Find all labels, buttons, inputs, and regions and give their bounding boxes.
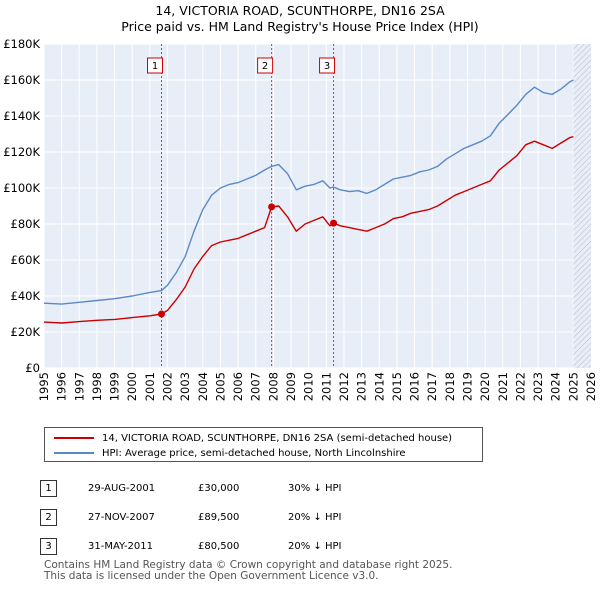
copyright-line: Contains HM Land Registry data © Crown c… — [44, 559, 453, 571]
x-tick-label: 2022 — [513, 372, 527, 401]
x-tick-label: 2026 — [584, 372, 598, 401]
x-tick-label: 2000 — [125, 372, 139, 401]
sale-point-2 — [268, 203, 276, 211]
x-tick-label: 2011 — [319, 372, 333, 401]
sale-point-1 — [158, 310, 166, 318]
legend-label-hpi: HPI: Average price, semi-detached house,… — [102, 447, 406, 459]
table-row: 2 27-NOV-2007 £89,500 20% ↓ HPI — [40, 503, 341, 532]
x-tick-label: 2015 — [390, 372, 404, 401]
legend-swatch-property — [54, 437, 94, 439]
x-tick-label: 2006 — [231, 372, 245, 401]
transaction-number: 1 — [40, 480, 57, 497]
licence-line: This data is licensed under the Open Gov… — [44, 570, 379, 582]
x-tick-label: 2024 — [549, 372, 563, 401]
legend-item-hpi: HPI: Average price, semi-detached house,… — [54, 446, 406, 460]
x-tick-label: 2004 — [196, 372, 210, 401]
x-tick-label: 2014 — [372, 372, 386, 401]
table-row: 1 29-AUG-2001 £30,000 30% ↓ HPI — [40, 474, 341, 503]
y-tick-label: £20K — [11, 325, 41, 339]
transaction-hpi: 20% ↓ HPI — [288, 541, 342, 552]
y-tick-label: £100K — [3, 181, 40, 195]
transaction-date: 31-MAY-2011 — [88, 541, 154, 552]
grid — [43, 43, 592, 369]
y-tick-label: £40K — [11, 289, 41, 303]
x-tick-label: 2002 — [161, 372, 175, 401]
sale-label-box-2 — [257, 57, 274, 74]
transaction-date: 27-NOV-2007 — [88, 512, 155, 523]
x-tick-label: 2007 — [249, 372, 263, 401]
x-tick-label: 2008 — [266, 372, 280, 401]
x-tick-label: 1995 — [37, 372, 51, 401]
x-tick-label: 2012 — [337, 372, 351, 401]
x-tick-label: 2019 — [460, 372, 474, 401]
y-tick-label: £180K — [3, 37, 40, 51]
y-tick-label: £0 — [25, 361, 40, 375]
x-tick-label: 2013 — [355, 372, 369, 401]
sale-label-box-3 — [319, 57, 336, 74]
y-axis: £0 £20K £40K £60K £80K £100K £120K £140K £160K £1… — [3, 37, 40, 375]
sale-label-box-1 — [147, 57, 164, 74]
transaction-hpi: 30% ↓ HPI — [288, 483, 342, 494]
sale-points — [158, 203, 338, 318]
legend: 14, VICTORIA ROAD, SCUNTHORPE, DN16 2SA … — [44, 427, 483, 462]
transaction-hpi: 20% ↓ HPI — [288, 512, 342, 523]
transaction-date: 29-AUG-2001 — [88, 483, 156, 494]
x-tick-label: 2018 — [443, 372, 457, 401]
x-tick-label: 2009 — [284, 372, 298, 401]
footer: Contains HM Land Registry data © Crown c… — [44, 560, 452, 582]
x-tick-label: 1999 — [108, 372, 122, 401]
x-tick-label: 2005 — [213, 372, 227, 401]
x-tick-label: 2017 — [425, 372, 439, 401]
y-tick-label: £80K — [11, 217, 41, 231]
sale-label-3: 3 — [324, 61, 330, 72]
chart-subtitle: Price paid vs. HM Land Registry's House … — [121, 19, 479, 34]
sale-label-2: 2 — [262, 61, 268, 72]
future-hatch — [573, 44, 591, 368]
transaction-price: £30,000 — [198, 483, 240, 494]
y-tick-label: £160K — [3, 73, 40, 87]
x-tick-label: 2003 — [178, 372, 192, 401]
chart-title: 14, VICTORIA ROAD, SCUNTHORPE, DN16 2SA — [155, 3, 445, 18]
legend-item-property: 14, VICTORIA ROAD, SCUNTHORPE, DN16 2SA … — [54, 431, 452, 445]
legend-swatch-hpi — [54, 452, 94, 454]
price-chart: 1 2 3 £0 £20K £40K £60K £80K £100K £120K £140K £16… — [3, 37, 598, 401]
transaction-number: 2 — [40, 509, 57, 526]
x-tick-label: 2025 — [566, 372, 580, 401]
x-tick-label: 1997 — [72, 372, 86, 401]
x-tick-label: 1996 — [55, 372, 69, 401]
future-region — [573, 44, 591, 368]
legend-label-property: 14, VICTORIA ROAD, SCUNTHORPE, DN16 2SA … — [102, 432, 453, 444]
sale-label-1: 1 — [152, 61, 158, 72]
x-tick-label: 2023 — [531, 372, 545, 401]
y-tick-label: £120K — [3, 145, 40, 159]
sale-point-3 — [330, 219, 338, 227]
y-tick-label: £140K — [3, 109, 40, 123]
x-tick-label: 1998 — [90, 372, 104, 401]
transaction-price: £89,500 — [198, 512, 240, 523]
y-tick-label: £60K — [11, 253, 41, 267]
x-axis: 1995 1996 1997 1998 1999 2000 2001 2002 2003 2004… — [37, 372, 598, 401]
x-tick-label: 2016 — [408, 372, 422, 401]
plot-background — [44, 44, 591, 368]
sale-labels: 1 2 3 — [147, 57, 336, 74]
transaction-number: 3 — [40, 538, 57, 555]
x-tick-label: 2020 — [478, 372, 492, 401]
x-tick-label: 2001 — [143, 372, 157, 401]
table-row: 3 31-MAY-2011 £80,500 20% ↓ HPI — [40, 532, 341, 561]
transactions-table: 1 29-AUG-2001 £30,000 30% ↓ HPI 2 27-NOV… — [40, 474, 341, 561]
x-tick-label: 2021 — [496, 372, 510, 401]
transaction-price: £80,500 — [198, 541, 240, 552]
hpi-line — [43, 79, 574, 305]
x-tick-label: 2010 — [302, 372, 316, 401]
